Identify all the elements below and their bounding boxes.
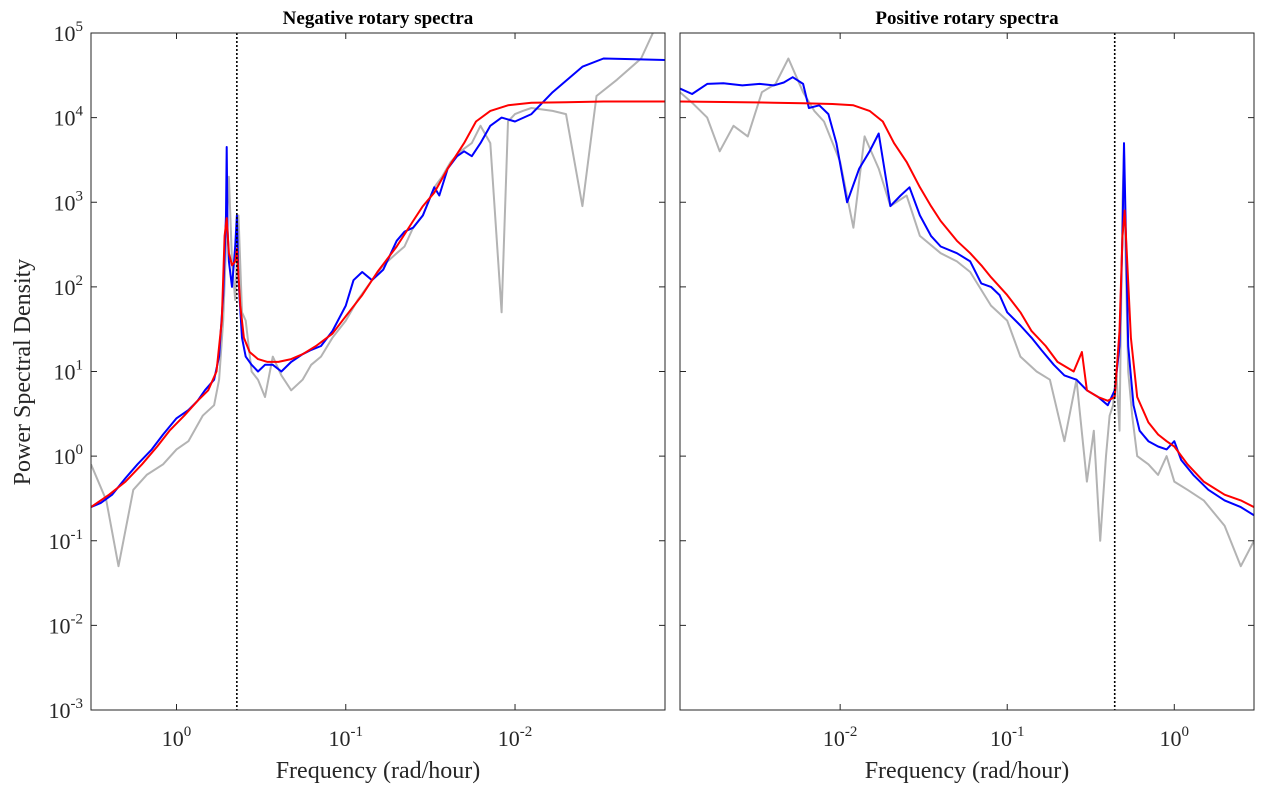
x-tick-label: 100 <box>162 724 192 751</box>
plot-area-positive <box>680 33 1254 710</box>
series-line-raw <box>680 57 1254 568</box>
y-tick-label: 10-2 <box>49 611 84 638</box>
y-axis-label: Power Spectral Density <box>10 259 36 486</box>
x-tick-label: 10-1 <box>990 724 1025 751</box>
x-ticks-negative: 100 10-1 10-2 <box>162 33 533 751</box>
y-tick-label: 103 <box>54 188 84 215</box>
series-line-smoothed <box>680 76 1254 517</box>
series-group <box>91 33 665 568</box>
axes-frame-negative <box>90 32 666 711</box>
series-line-smoothed <box>91 57 665 509</box>
y-tick-label: 104 <box>54 104 84 131</box>
y-ticks-positive <box>680 32 1254 711</box>
x-tick-label: 10-2 <box>823 724 858 751</box>
series-group <box>680 57 1254 568</box>
plot-area-negative <box>91 33 665 710</box>
y-tick-label: 100 <box>54 442 84 469</box>
series-line-fit <box>680 100 1254 508</box>
y-tick-label: 101 <box>54 358 84 385</box>
y-tick-label: 102 <box>54 273 84 300</box>
x-axis-label-positive: Frequency (rad/hour) <box>865 758 1070 784</box>
series-line-raw <box>91 33 654 568</box>
y-tick-label: 10-1 <box>49 527 84 554</box>
series-line-fit <box>91 100 665 508</box>
y-tick-label: 10-3 <box>49 696 84 723</box>
panel-title-negative: Negative rotary spectra <box>283 8 474 29</box>
panel-title-positive: Positive rotary spectra <box>875 8 1059 29</box>
panel-positive: Positive rotary spectra Frequency (rad/h… <box>679 8 1255 784</box>
x-tick-label: 10-2 <box>498 724 533 751</box>
x-ticks-positive: 10-2 10-1 100 <box>823 33 1189 751</box>
x-tick-label: 100 <box>1160 724 1190 751</box>
y-tick-label: 105 <box>54 19 84 46</box>
x-axis-label-negative: Frequency (rad/hour) <box>276 758 481 784</box>
axes-frame-positive <box>679 32 1255 711</box>
x-tick-label: 10-1 <box>329 724 364 751</box>
y-ticks-negative: 10-3 10-2 10-1 100 101 102 103 104 105 <box>49 19 665 723</box>
panel-negative: Negative rotary spectra Frequency (rad/h… <box>49 8 666 784</box>
